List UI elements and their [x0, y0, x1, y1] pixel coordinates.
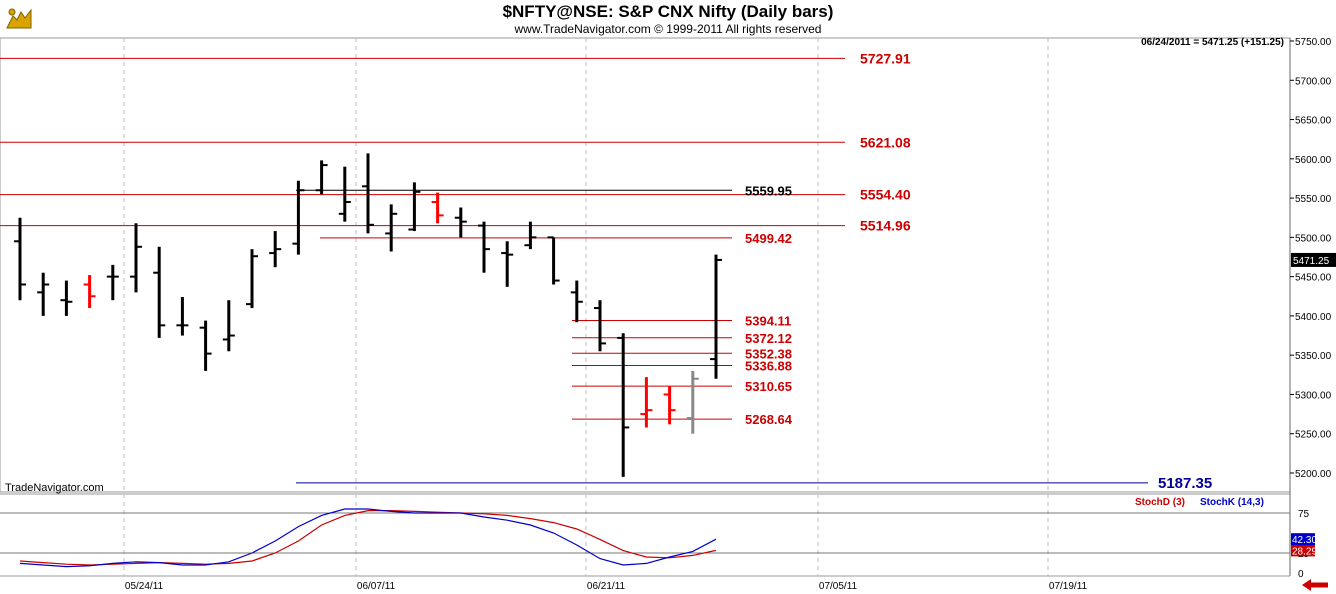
y-tick-label: 5550.00	[1295, 194, 1332, 205]
level-label: 5727.91	[860, 50, 911, 66]
brand-label: TradeNavigator.com	[5, 482, 104, 494]
y-tick-label: 5600.00	[1295, 155, 1332, 166]
y-tick-label: 5750.00	[1295, 37, 1332, 48]
legend-stoch-k: StochK (14,3)	[1200, 497, 1264, 508]
x-tick-label: 06/21/11	[587, 581, 626, 592]
scroll-left-arrow-icon[interactable]	[1300, 578, 1330, 592]
x-tick-label: 05/24/11	[125, 581, 164, 592]
level-label: 5187.35	[1158, 475, 1212, 492]
level-label: 5352.38	[745, 346, 792, 361]
stoch-line	[19, 510, 717, 566]
stoch-last-box	[1291, 544, 1315, 557]
level-label: 5514.96	[860, 218, 911, 234]
level-label: 5559.95	[745, 183, 792, 198]
level-label: 5336.88	[745, 358, 792, 373]
y-tick-label: 5700.00	[1295, 76, 1332, 87]
level-label: 5554.40	[860, 187, 911, 203]
level-label: 5372.12	[745, 331, 792, 346]
level-label: 5394.11	[745, 314, 791, 329]
level-label: 5268.64	[745, 412, 793, 427]
x-tick-label: 07/05/11	[819, 581, 858, 592]
price-readout: 06/24/2011 = 5471.25 (+151.25)	[1141, 37, 1284, 48]
legend-stoch-d: StochD (3)	[1135, 497, 1185, 508]
level-label: 5499.42	[745, 231, 792, 246]
x-tick-label: 06/07/11	[357, 581, 396, 592]
stoch-line	[19, 508, 717, 568]
last-price-label: 5471.25	[1293, 256, 1330, 267]
y-tick-label: 5250.00	[1295, 430, 1332, 441]
stoch-y-tick-label: 0	[1298, 569, 1304, 580]
chart-subtitle: www.TradeNavigator.com © 1999-2011 All r…	[514, 22, 822, 36]
level-label: 5621.08	[860, 134, 911, 150]
bull-logo-icon	[6, 8, 32, 29]
y-tick-label: 5650.00	[1295, 116, 1332, 127]
stoch-y-tick-label: 75	[1298, 509, 1310, 520]
stoch-last-label: 42.30	[1292, 535, 1317, 546]
y-tick-label: 5450.00	[1295, 273, 1332, 284]
last-price-box	[1291, 252, 1336, 267]
y-tick-label: 5400.00	[1295, 312, 1332, 323]
x-tick-label: 07/19/11	[1049, 581, 1088, 592]
y-tick-label: 5300.00	[1295, 390, 1332, 401]
stoch-last-box	[1291, 533, 1315, 546]
chart-title: $NFTY@NSE: S&P CNX Nifty (Daily bars)	[502, 2, 834, 21]
y-tick-label: 5350.00	[1295, 351, 1332, 362]
stoch-last-label: 28.29	[1292, 546, 1317, 557]
y-tick-label: 5200.00	[1295, 469, 1332, 480]
y-tick-label: 5500.00	[1295, 233, 1332, 244]
level-label: 5310.65	[745, 379, 792, 394]
